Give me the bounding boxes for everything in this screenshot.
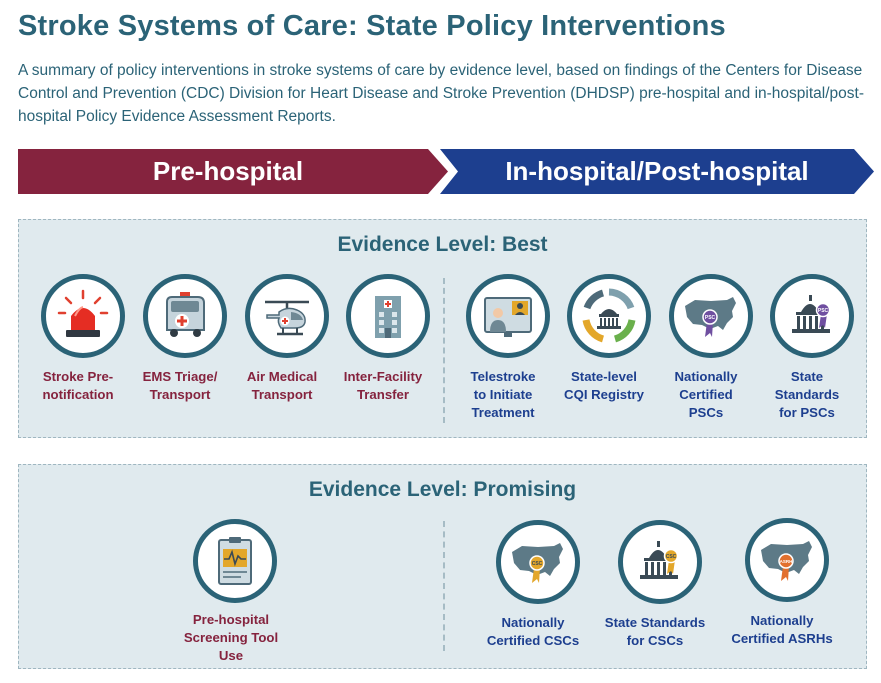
inter-facility-transfer-circle — [346, 274, 430, 358]
in-post-hospital-banner: In-hospital/Post-hospital — [440, 149, 876, 194]
in-post-hospital-arrow-shape — [440, 149, 874, 194]
state-standards-cscs-label: State Standards for CSCs — [604, 615, 706, 648]
state-standards-cscs-circle: CSC — [618, 520, 702, 604]
evidence-promising-panel: Evidence Level: Promising — [18, 464, 867, 669]
telestroke-label: Telestroke to Initiate Treatment — [470, 369, 536, 420]
panel-divider — [443, 521, 445, 651]
svg-text:PSC: PSC — [705, 315, 716, 321]
panel-divider — [443, 278, 445, 423]
stroke-prenotification-label: Stroke Pre- notification — [42, 369, 114, 402]
page-title: Stroke Systems of Care: State Policy Int… — [18, 10, 726, 42]
nationally-certified-asrhs-circle: ASRH — [745, 518, 829, 602]
capitol-badge-icon: CSC — [640, 541, 679, 579]
nationally-certified-cscs-label: Nationally Certified CSCs — [486, 615, 580, 648]
pre-hospital-banner-label: Pre-hospital — [152, 156, 304, 186]
telestroke-circle — [466, 274, 550, 358]
hospital-building-icon — [375, 296, 401, 338]
state-standards-pscs-circle: PSC — [770, 274, 854, 358]
prehospital-screening-tool-label: Pre-hospital Screening Tool Use — [183, 612, 279, 663]
telemedicine-icon — [484, 297, 532, 337]
ems-triage-transport-label: EMS Triage/ Transport — [142, 369, 218, 402]
us-map-badge-icon: CSC — [512, 543, 563, 583]
state-standards-pscs-label: State Standards for PSCs — [774, 369, 840, 420]
svg-text:ASRH: ASRH — [780, 559, 793, 564]
evidence-best-title: Evidence Level: Best — [337, 233, 548, 256]
siren-icon — [57, 289, 109, 337]
us-map-badge-icon: ASRH — [761, 541, 812, 581]
nationally-certified-cscs-circle: CSC — [496, 520, 580, 604]
svg-text:PSC: PSC — [818, 308, 829, 314]
state-cqi-registry-label: State-level CQI Registry — [564, 369, 644, 402]
state-cqi-registry-circle — [567, 274, 651, 358]
evidence-promising-title: Evidence Level: Promising — [308, 478, 577, 501]
cycle-capitol-icon — [582, 288, 636, 343]
nationally-certified-asrhs-label: Nationally Certified ASRHs — [731, 613, 833, 646]
svg-text:CSC: CSC — [532, 561, 543, 567]
pre-hospital-arrow-shape — [18, 149, 448, 194]
svg-text:CSC: CSC — [666, 554, 677, 560]
air-medical-transport-circle — [245, 274, 329, 358]
ems-triage-transport-circle — [143, 274, 227, 358]
screening-clipboard-icon — [218, 537, 252, 585]
pre-hospital-banner: Pre-hospital — [18, 149, 450, 194]
capitol-badge-icon: PSC — [792, 295, 831, 333]
inter-facility-transfer-label: Inter-Facility Transfer — [343, 369, 423, 402]
page-subtitle: A summary of policy interventions in str… — [18, 62, 864, 125]
nationally-certified-pscs-circle: PSC — [669, 274, 753, 358]
us-map-badge-icon: PSC — [685, 297, 736, 337]
helicopter-icon — [265, 300, 309, 336]
air-medical-transport-label: Air Medical Transport — [246, 369, 318, 402]
ambulance-icon — [166, 292, 205, 337]
stroke-prenotification-circle — [41, 274, 125, 358]
nationally-certified-pscs-label: Nationally Certified PSCs — [674, 369, 738, 420]
prehospital-screening-tool-circle — [193, 519, 277, 603]
in-post-hospital-banner-label: In-hospital/Post-hospital — [505, 156, 809, 186]
